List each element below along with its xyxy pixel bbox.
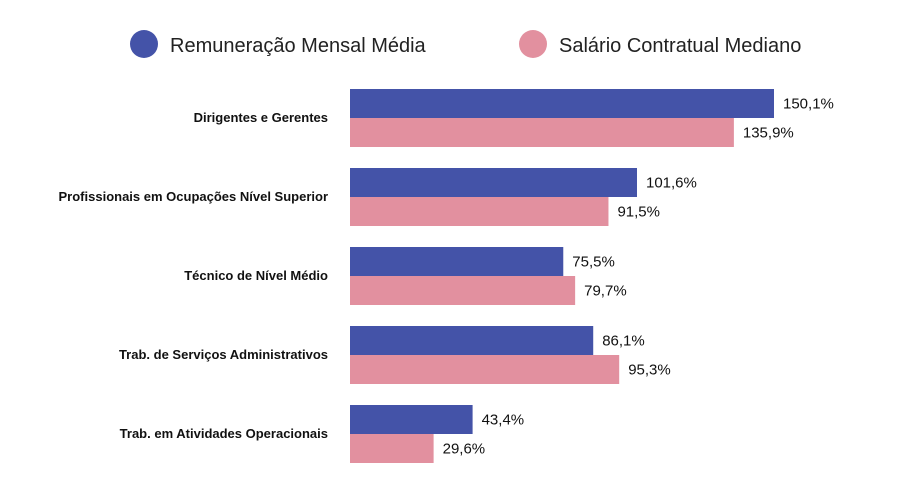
legend-label-remuneracao: Remuneração Mensal Média bbox=[170, 35, 427, 57]
bar-remuneracao bbox=[350, 247, 564, 276]
data-label: 79,7% bbox=[584, 283, 627, 300]
data-label: 150,1% bbox=[783, 96, 834, 113]
legend: Remuneração Mensal Média Salário Contrat… bbox=[130, 30, 801, 58]
plot-area: Dirigentes e Gerentes 150,1% 135,9% Profiss… bbox=[59, 89, 834, 463]
bar-remuneracao bbox=[350, 405, 473, 434]
category-label: Técnico de Nível Médio bbox=[184, 268, 328, 283]
bar-remuneracao bbox=[350, 89, 774, 118]
bar-salario bbox=[350, 355, 620, 384]
category-label: Trab. de Serviços Administrativos bbox=[119, 347, 328, 362]
category-label: Profissionais em Ocupações Nível Superio… bbox=[59, 189, 328, 204]
bar-salario bbox=[350, 118, 734, 147]
data-label: 101,6% bbox=[646, 175, 697, 192]
bar-salario bbox=[350, 276, 576, 305]
category-label: Trab. em Atividades Operacionais bbox=[120, 426, 328, 441]
data-label: 75,5% bbox=[572, 254, 615, 271]
data-label: 29,6% bbox=[443, 441, 486, 458]
bar-remuneracao bbox=[350, 168, 637, 197]
data-label: 91,5% bbox=[617, 204, 660, 221]
legend-swatch-remuneracao bbox=[130, 30, 158, 58]
data-label: 135,9% bbox=[743, 125, 794, 142]
legend-swatch-salario bbox=[519, 30, 547, 58]
legend-label-salario: Salário Contratual Mediano bbox=[559, 35, 801, 57]
bar-remuneracao bbox=[350, 326, 594, 355]
bar-salario bbox=[350, 197, 609, 226]
data-label: 86,1% bbox=[602, 333, 645, 350]
data-label: 43,4% bbox=[482, 412, 525, 429]
category-label: Dirigentes e Gerentes bbox=[194, 110, 328, 125]
bar-salario bbox=[350, 434, 434, 463]
data-label: 95,3% bbox=[628, 362, 671, 379]
